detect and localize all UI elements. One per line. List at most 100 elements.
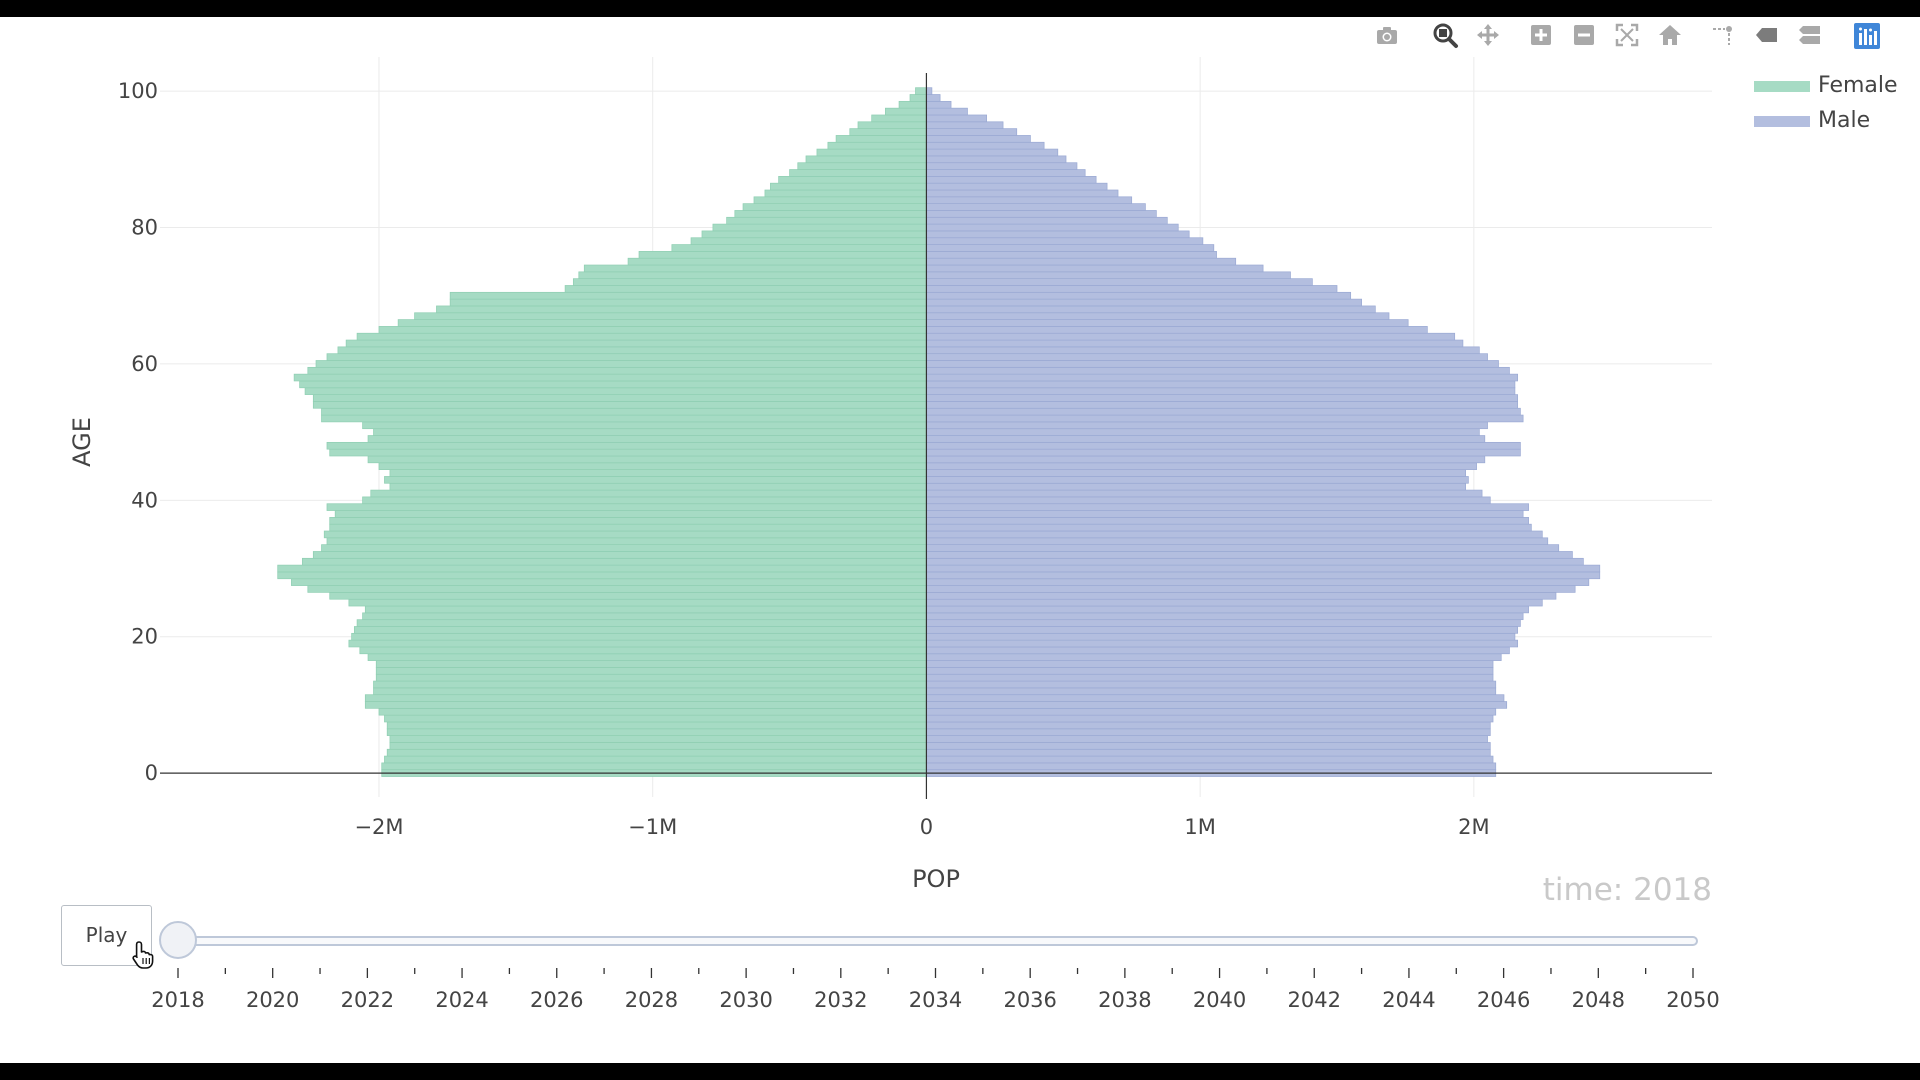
bar-male[interactable] [926,380,1516,389]
bar-female[interactable] [359,646,927,655]
bar-male[interactable] [926,244,1215,252]
bar-female[interactable] [356,332,927,341]
bar-female[interactable] [312,401,927,409]
home-button[interactable] [1653,17,1687,53]
bar-female[interactable] [742,203,927,211]
bar-male[interactable] [926,537,1549,545]
bar-male[interactable] [926,237,1204,245]
bar-male[interactable] [926,592,1557,600]
bar-female[interactable] [329,448,927,457]
bar-male[interactable] [926,182,1108,191]
slider-track[interactable] [175,936,1698,946]
bar-male[interactable] [926,216,1168,225]
legend-item-male[interactable]: Male [1740,104,1915,134]
bar-male[interactable] [926,510,1524,518]
bar-male[interactable] [926,305,1376,314]
bar-male[interactable] [926,667,1494,675]
pan-button[interactable] [1471,17,1505,53]
bar-male[interactable] [926,687,1497,696]
zoom-button[interactable] [1428,17,1462,53]
bar-male[interactable] [926,673,1494,682]
bar-female[interactable] [849,128,927,136]
bar-female[interactable] [386,721,927,730]
bar-female[interactable] [348,639,927,648]
bar-female[interactable] [389,735,927,743]
bar-female[interactable] [373,687,927,696]
bar-female[interactable] [378,707,927,716]
bar-male[interactable] [926,448,1521,457]
bar-female[interactable] [764,189,927,198]
bar-female[interactable] [726,216,927,225]
bar-male[interactable] [926,387,1516,395]
bar-female[interactable] [345,339,927,348]
bar-female[interactable] [321,414,927,423]
bar-female[interactable] [364,701,927,709]
bar-female[interactable] [885,107,927,116]
bar-female[interactable] [449,291,927,300]
bar-male[interactable] [926,530,1543,539]
bar-female[interactable] [389,469,927,477]
bar-male[interactable] [926,189,1119,198]
bar-male[interactable] [926,612,1524,621]
bar-female[interactable] [898,100,927,109]
bar-series[interactable] [277,87,1601,777]
bar-female[interactable] [386,728,927,736]
bar-female[interactable] [734,210,927,218]
bar-female[interactable] [578,271,927,280]
bar-female[interactable] [356,619,927,627]
camera-button[interactable] [1370,17,1404,53]
bar-male[interactable] [926,619,1521,627]
bar-female[interactable] [638,251,927,259]
bar-female[interactable] [805,155,927,164]
bar-male[interactable] [926,578,1590,586]
plotly-logo-button[interactable] [1849,17,1883,53]
bar-male[interactable] [926,564,1601,573]
bar-male[interactable] [926,291,1352,300]
bar-male[interactable] [926,455,1486,464]
bar-female[interactable] [362,421,927,430]
bar-female[interactable] [312,394,927,402]
bar-male[interactable] [926,503,1529,511]
bar-female[interactable] [353,626,927,634]
bar-female[interactable] [564,285,927,293]
bar-male[interactable] [926,312,1390,320]
bar-female[interactable] [397,319,927,327]
bar-female[interactable] [384,755,927,764]
bar-female[interactable] [277,571,927,580]
hover-compare-button[interactable] [1792,17,1826,53]
bar-female[interactable] [449,298,927,307]
bar-female[interactable] [857,121,927,129]
legend-item-female[interactable]: Female [1740,69,1915,99]
bar-female[interactable] [871,114,927,123]
bar-female[interactable] [915,87,927,95]
bar-male[interactable] [926,169,1086,177]
bar-male[interactable] [926,707,1497,716]
bar-male[interactable] [926,373,1519,382]
bar-female[interactable] [389,482,927,491]
bar-male[interactable] [926,735,1488,743]
bar-female[interactable] [583,264,927,273]
bar-male[interactable] [926,660,1494,668]
bar-female[interactable] [301,557,927,566]
bar-male[interactable] [926,755,1494,764]
bar-female[interactable] [321,407,927,416]
bar-female[interactable] [770,182,927,191]
bar-female[interactable] [414,312,927,320]
bar-male[interactable] [926,401,1519,409]
bar-male[interactable] [926,135,1031,143]
bar-male[interactable] [926,551,1573,559]
bar-male[interactable] [926,742,1491,750]
bar-male[interactable] [926,482,1467,491]
bar-male[interactable] [926,435,1486,443]
bar-male[interactable] [926,87,933,95]
bar-male[interactable] [926,128,1018,136]
bar-female[interactable] [312,551,927,559]
bar-male[interactable] [926,571,1601,580]
bar-female[interactable] [326,537,927,545]
bar-female[interactable] [326,353,927,361]
bar-male[interactable] [926,230,1190,239]
bar-female[interactable] [326,441,927,450]
bar-male[interactable] [926,257,1237,266]
bar-female[interactable] [384,714,927,723]
bar-female[interactable] [329,592,927,600]
